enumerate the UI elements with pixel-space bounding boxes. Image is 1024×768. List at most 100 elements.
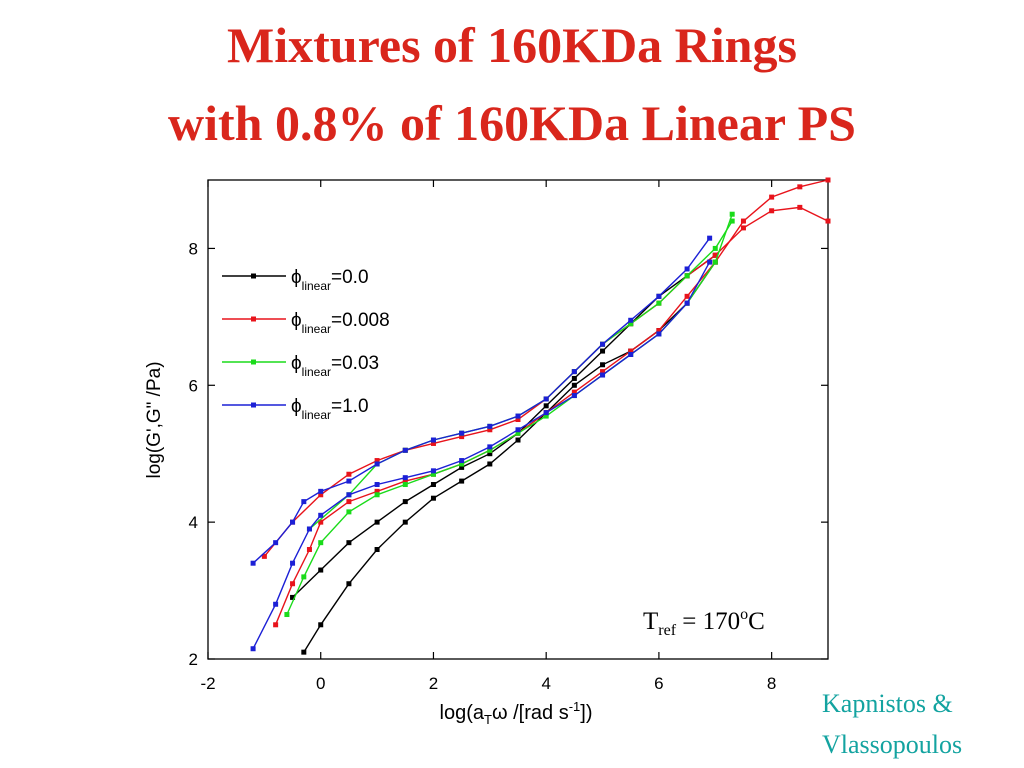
series-0-loss-modulus-point (459, 464, 465, 470)
series-3-loss-modulus-point (374, 461, 380, 467)
series-3-storage-modulus-point (318, 512, 324, 518)
x-axis-label-main: log(a (440, 702, 485, 724)
legend-entry-2: ϕlinear=0.03 (291, 353, 379, 379)
series-1-storage-modulus-point (628, 348, 634, 354)
y-tick-label: 8 (189, 239, 198, 258)
x-tick-label: 2 (429, 674, 438, 693)
x-tick-label: 4 (541, 674, 550, 693)
series-1-storage-modulus-point (769, 194, 775, 200)
series-1-storage-modulus-point (684, 293, 690, 299)
series-1-loss-modulus-point (487, 427, 493, 433)
series-0-loss-modulus-point (571, 375, 577, 381)
series-3-loss-modulus-point (684, 266, 690, 272)
x-axis-label-sup: -1 (569, 699, 581, 714)
series-2-storage-modulus-point (318, 540, 324, 546)
series-0-storage-modulus-point (571, 382, 577, 388)
series-1-storage-modulus-point (656, 328, 662, 334)
series-3-storage-modulus-point (374, 482, 380, 488)
x-axis-label-mid: ω /[rad s (492, 702, 569, 724)
series-1-storage-modulus-point (318, 519, 324, 525)
series-3-storage-modulus-line (252, 261, 711, 650)
series-3-storage-modulus-point (430, 468, 436, 474)
slide-title-line1: Mixtures of 160KDa Rings (227, 17, 797, 73)
series-3-loss-modulus-point (707, 235, 713, 241)
series-2-storage-modulus-point (374, 492, 380, 498)
series-2-loss-modulus-point (729, 218, 735, 224)
axis-ticks: -2 0 2 4 6 8 2 4 6 8 (189, 180, 828, 693)
series-3-storage-modulus-point (571, 393, 577, 399)
series-3-loss-modulus-point (628, 317, 634, 323)
x-axis-label-end: ]) (580, 702, 592, 724)
series-3-loss-modulus-point (600, 341, 606, 347)
series-3-loss-modulus-point (543, 396, 549, 402)
series-0-loss-modulus-point (487, 451, 493, 457)
series-0-storage-modulus-point (600, 362, 606, 368)
series-2-storage-modulus-point (301, 574, 307, 580)
series-layer (250, 177, 831, 655)
legend-entry-1: ϕlinear=0.008 (291, 310, 390, 336)
series-0-storage-modulus-point (402, 519, 408, 525)
series-0-loss-modulus-point (346, 540, 352, 546)
legend-entry-3: ϕlinear=1.0 (291, 396, 369, 422)
series-3-storage-modulus-point (306, 526, 312, 532)
series-2-loss-modulus-point (628, 321, 634, 327)
series-0-loss-modulus-point (318, 567, 324, 573)
series-1-loss-modulus-point (459, 434, 465, 440)
series-3-storage-modulus-point (600, 372, 606, 378)
series-3-storage-modulus-point (543, 410, 549, 416)
series-3-storage-modulus-point (684, 300, 690, 306)
series-3-loss-modulus-point (318, 488, 324, 494)
legend-swatch-marker (251, 359, 256, 365)
series-0-storage-modulus-point (430, 495, 436, 501)
slide-title-line2: with 0.8% of 160KDa Linear PS (168, 95, 856, 151)
series-1-storage-modulus-point (402, 478, 408, 484)
series-2-storage-modulus-point (402, 482, 408, 488)
series-1-storage-modulus-point (600, 369, 606, 375)
legend-swatch-marker (251, 402, 256, 408)
series-3-storage-modulus-point (656, 331, 662, 337)
y-tick-label: 6 (189, 376, 198, 395)
x-tick-label: 0 (316, 674, 325, 693)
series-1-storage-modulus-point (273, 622, 279, 628)
series-1-loss-modulus-point (261, 553, 267, 559)
series-0-storage-modulus-point (374, 547, 380, 553)
tref-unit: C (748, 608, 765, 635)
series-2-loss-modulus-line (309, 220, 733, 530)
series-2-storage-modulus-point (712, 259, 718, 265)
series-1-storage-modulus-point (346, 499, 352, 505)
series-3-loss-modulus-point (346, 478, 352, 484)
series-0-loss-modulus-line (292, 254, 716, 598)
series-0-storage-modulus-point (487, 461, 493, 467)
series-3-storage-modulus-point (707, 259, 713, 265)
series-3-loss-modulus-point (515, 413, 521, 419)
series-1-loss-modulus-point (712, 252, 718, 258)
series-2-storage-modulus-point (487, 447, 493, 453)
series-3-loss-modulus-point (250, 560, 256, 566)
y-tick-label: 2 (189, 650, 198, 669)
series-3-storage-modulus-point (290, 560, 296, 566)
series-1-loss-modulus-point (797, 204, 803, 210)
series-1-loss-modulus-point (740, 225, 746, 231)
series-1-storage-modulus-point (306, 547, 312, 553)
series-3-loss-modulus-point (273, 540, 279, 546)
series-3-storage-modulus-point (487, 444, 493, 450)
tref-value: = 170 (676, 608, 740, 635)
series-2-loss-modulus-point (712, 245, 718, 251)
series-2-storage-modulus-point (543, 413, 549, 419)
series-3-loss-modulus-point (487, 423, 493, 429)
series-1-loss-modulus-point (430, 440, 436, 446)
series-3-loss-modulus-point (301, 499, 307, 505)
series-2-storage-modulus-point (459, 461, 465, 467)
series-0-loss-modulus-point (543, 403, 549, 409)
series-1-loss-modulus-point (769, 208, 775, 214)
series-3-storage-modulus-point (402, 475, 408, 481)
series-3-loss-modulus-point (402, 447, 408, 453)
series-1-loss-modulus-point (374, 458, 380, 464)
series-2-storage-modulus-point (284, 612, 290, 618)
series-1-loss-modulus-point (346, 471, 352, 477)
series-3-storage-modulus-point (273, 601, 279, 607)
reference-temperature: Tref = 170oC (643, 606, 765, 639)
series-0-loss-modulus-point (402, 499, 408, 505)
series-0-storage-modulus-point (515, 437, 521, 443)
tref-degree: o (740, 606, 748, 623)
